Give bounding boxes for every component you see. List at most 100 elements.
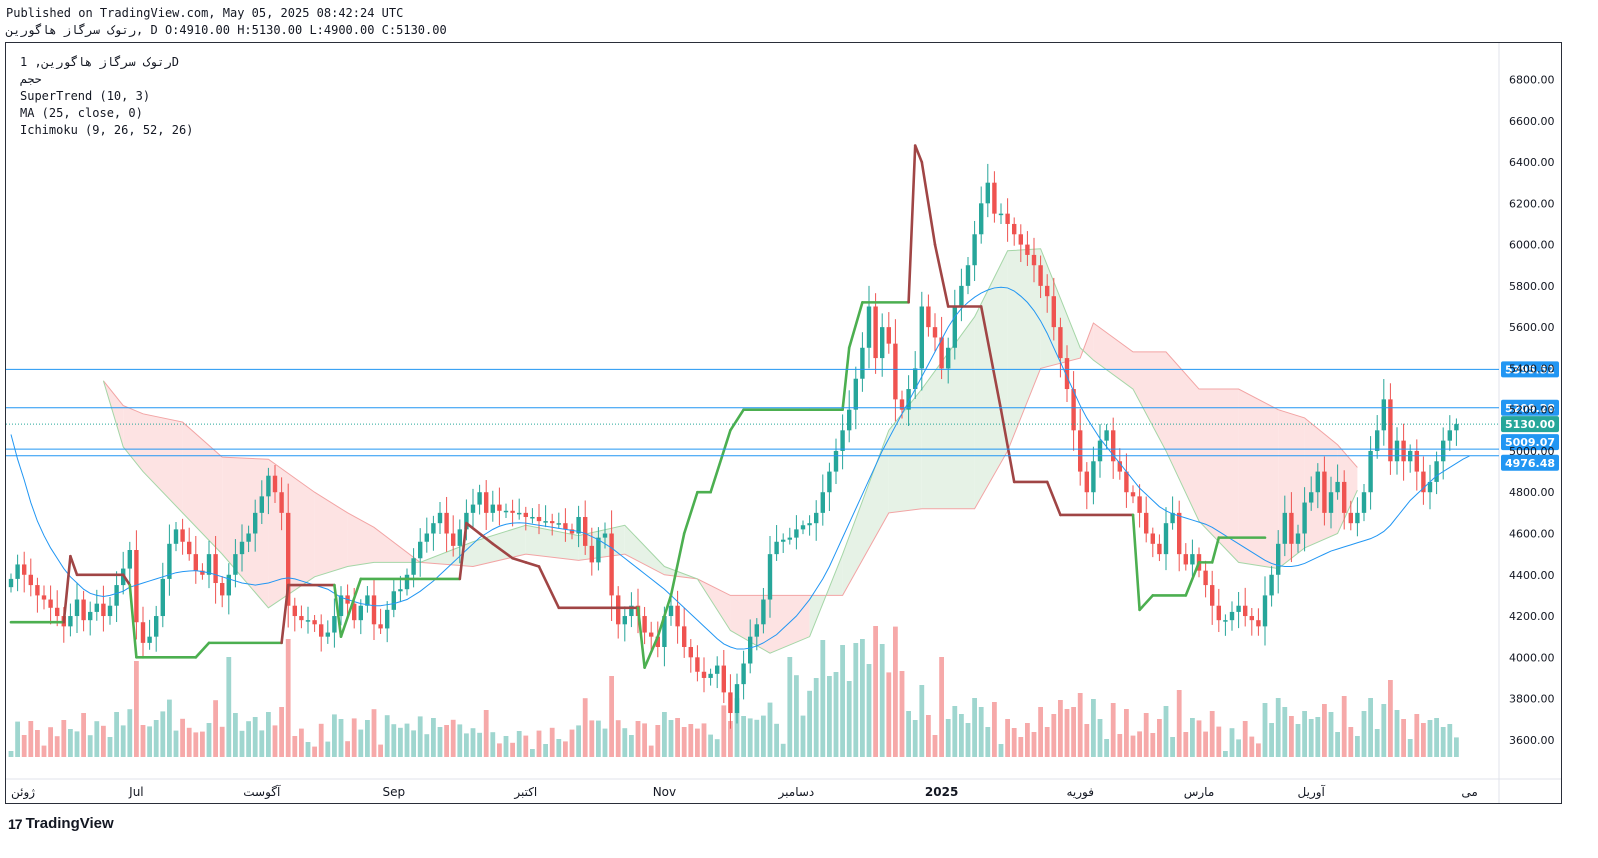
volume-bar bbox=[536, 730, 542, 757]
candle-body bbox=[536, 516, 542, 522]
candle-body bbox=[312, 620, 317, 625]
volume-bar bbox=[1077, 693, 1083, 757]
volume-bar bbox=[1025, 723, 1030, 757]
legend-supertrend[interactable]: SuperTrend (10, 3) bbox=[20, 89, 151, 103]
supertrend-segment bbox=[709, 429, 732, 494]
candle-body bbox=[543, 521, 548, 523]
candle-body bbox=[695, 657, 700, 672]
y-tick-label: 6400.00 bbox=[1509, 156, 1555, 169]
candle-body bbox=[1328, 492, 1334, 513]
candle-body bbox=[893, 343, 898, 400]
candle-body bbox=[470, 504, 476, 513]
volume-bar bbox=[186, 727, 192, 757]
volume-bar bbox=[8, 751, 14, 757]
candle-body bbox=[794, 529, 799, 538]
candle-body bbox=[1058, 327, 1063, 359]
tradingview-footer: 17 TradingView bbox=[8, 815, 114, 832]
legend-ichimoku[interactable]: Ichimoku (9, 26, 52, 26) bbox=[20, 123, 194, 137]
candle-body bbox=[1289, 512, 1294, 544]
volume-bar bbox=[992, 702, 997, 757]
x-tick-label: اکتبر bbox=[513, 785, 537, 800]
price-line-label: 5009.07 bbox=[1505, 436, 1555, 449]
volume-bar bbox=[424, 734, 430, 757]
candle-body bbox=[1394, 440, 1400, 462]
ichimoku-cloud-segment bbox=[842, 430, 889, 596]
volume-bar bbox=[1236, 739, 1241, 757]
volume-bar bbox=[919, 685, 925, 757]
candle-body bbox=[1276, 543, 1281, 575]
volume-bar bbox=[160, 711, 166, 757]
ichimoku-span-a bbox=[102, 248, 1358, 654]
volume-bar bbox=[523, 735, 529, 757]
candle-body bbox=[972, 234, 977, 266]
volume-bar bbox=[1368, 698, 1373, 757]
y-tick-label: 5400.00 bbox=[1509, 362, 1555, 375]
supertrend-segment bbox=[333, 583, 343, 638]
supertrend-segment bbox=[913, 144, 924, 164]
candle-body bbox=[160, 578, 165, 617]
candle-body bbox=[748, 636, 753, 664]
candle-body bbox=[1150, 533, 1155, 544]
ichimoku-cloud-segment bbox=[1007, 248, 1041, 451]
candle-body bbox=[319, 624, 324, 637]
candle-body bbox=[1183, 554, 1188, 565]
volume-bar bbox=[1104, 739, 1109, 757]
candle-body bbox=[220, 583, 225, 596]
candle-body bbox=[1124, 471, 1129, 493]
chart-svg[interactable]: 5395.52 5209.28 5009.07 4976.48 5130.00 3600.… bbox=[6, 43, 1561, 803]
price-line-label: 5395.52 bbox=[1505, 363, 1555, 376]
volume-bar bbox=[325, 741, 331, 757]
candle-body bbox=[576, 516, 581, 534]
candle-body bbox=[754, 624, 759, 637]
candle-body bbox=[774, 541, 779, 555]
volume-bar bbox=[1110, 703, 1116, 757]
volume-bar bbox=[642, 723, 647, 757]
x-tick-label: فوریه bbox=[1066, 785, 1094, 800]
candle-body bbox=[946, 347, 951, 369]
volume-bar bbox=[780, 743, 786, 757]
volume-bar bbox=[549, 727, 555, 757]
volume-bar bbox=[655, 725, 661, 757]
candle-body bbox=[1375, 430, 1380, 451]
candle-body bbox=[833, 450, 839, 472]
ichimoku-cloud-segment bbox=[1337, 444, 1358, 534]
candle-body bbox=[583, 516, 588, 546]
supertrend-segment bbox=[458, 521, 468, 581]
volume-bar bbox=[833, 672, 839, 757]
volume-bar bbox=[906, 711, 911, 757]
y-tick-label: 4800.00 bbox=[1509, 486, 1555, 499]
volume-bar bbox=[87, 735, 93, 757]
supertrend-segment bbox=[524, 561, 541, 568]
volume-bar bbox=[1315, 717, 1321, 757]
candle-body bbox=[1295, 533, 1301, 544]
candle-body bbox=[1163, 523, 1169, 555]
volume-bar bbox=[1183, 732, 1189, 757]
volume-bar bbox=[450, 719, 456, 757]
volume-bar bbox=[1407, 739, 1413, 757]
candle-body bbox=[233, 554, 238, 575]
ichimoku-cloud-segment bbox=[182, 422, 223, 555]
volume-bar bbox=[576, 725, 581, 757]
volume-bar bbox=[681, 727, 687, 757]
chart-frame[interactable]: 5395.52 5209.28 5009.07 4976.48 5130.00 3600.… bbox=[5, 42, 1562, 804]
supertrend-segment bbox=[933, 243, 950, 308]
volume-bar bbox=[774, 723, 779, 757]
volume-bar bbox=[299, 728, 304, 757]
candle-body bbox=[1018, 234, 1023, 245]
candle-body bbox=[404, 574, 410, 590]
supertrend-segment bbox=[979, 305, 1003, 411]
volume-bar bbox=[1355, 736, 1360, 757]
candle-body bbox=[721, 665, 726, 693]
volume-bar bbox=[959, 714, 964, 757]
legend-ma[interactable]: MA (25, close, 0) bbox=[20, 106, 143, 120]
candle-body bbox=[1130, 492, 1136, 497]
volume-bar bbox=[431, 718, 436, 757]
volume-bar bbox=[219, 726, 225, 757]
candle-body bbox=[860, 347, 865, 379]
volume-bar bbox=[497, 743, 502, 757]
volume-bar bbox=[61, 720, 67, 757]
x-tick-label: Nov bbox=[653, 785, 676, 799]
candle-body bbox=[767, 554, 773, 600]
volume-bar bbox=[563, 741, 568, 757]
volume-bar bbox=[140, 725, 146, 757]
